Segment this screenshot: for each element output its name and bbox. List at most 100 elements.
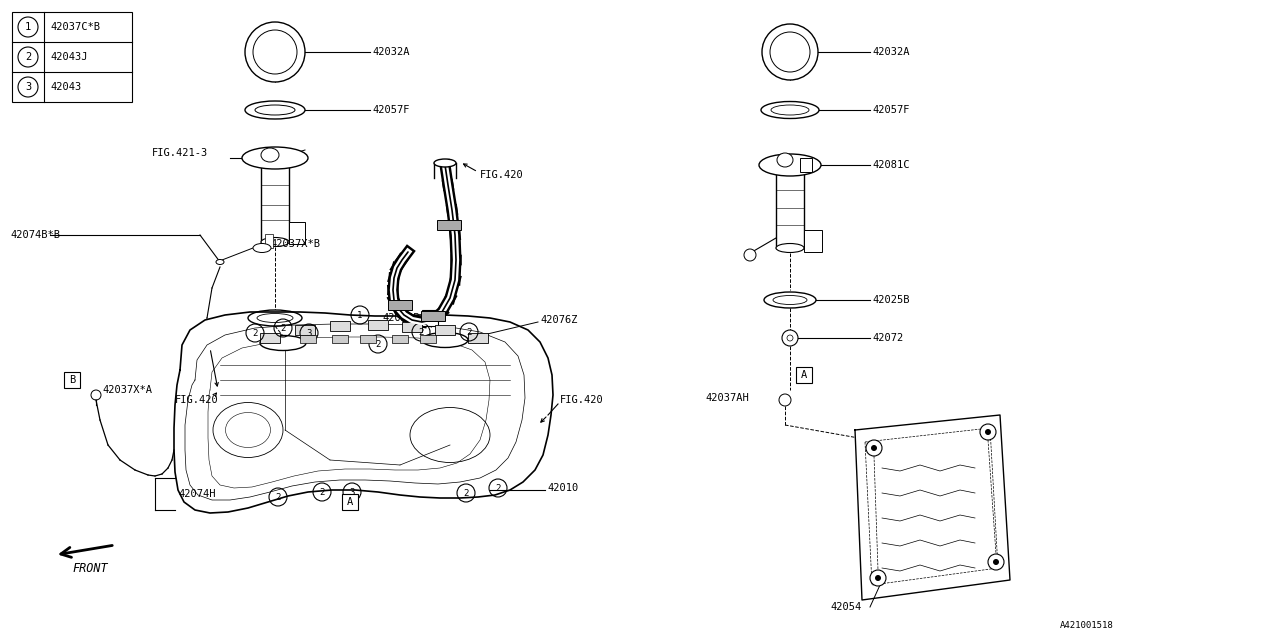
Ellipse shape	[216, 259, 224, 264]
Ellipse shape	[242, 147, 308, 169]
Circle shape	[980, 424, 996, 440]
Bar	[804, 230, 822, 252]
Bar	[800, 158, 812, 172]
Circle shape	[870, 445, 877, 451]
Bar	[392, 335, 408, 343]
Ellipse shape	[244, 101, 305, 119]
Bar	[796, 367, 812, 383]
Circle shape	[744, 249, 756, 261]
Circle shape	[986, 429, 991, 435]
Text: A: A	[801, 370, 808, 380]
Ellipse shape	[777, 153, 794, 167]
Text: 42074B*B: 42074B*B	[10, 230, 60, 240]
Text: FIG.421-3: FIG.421-3	[152, 148, 209, 158]
Text: A421001518: A421001518	[1060, 621, 1114, 630]
Bar	[422, 310, 438, 326]
Text: FRONT: FRONT	[72, 561, 108, 575]
Bar	[420, 335, 436, 343]
Text: 1: 1	[357, 310, 362, 319]
Text: 2: 2	[252, 328, 257, 337]
Ellipse shape	[759, 154, 820, 176]
Text: 1: 1	[24, 22, 31, 32]
Circle shape	[782, 330, 797, 346]
Ellipse shape	[771, 105, 809, 115]
Text: FIG.420: FIG.420	[175, 395, 219, 405]
Text: 2: 2	[463, 488, 468, 497]
Bar	[402, 322, 422, 332]
Ellipse shape	[434, 159, 456, 167]
Ellipse shape	[255, 105, 294, 115]
Text: 2: 2	[495, 483, 500, 493]
Bar	[332, 335, 348, 343]
Circle shape	[870, 570, 886, 586]
Text: 3: 3	[349, 488, 355, 497]
Bar	[369, 320, 388, 330]
Text: 2: 2	[419, 328, 424, 337]
Text: 42057F: 42057F	[872, 105, 910, 115]
Bar	[468, 333, 488, 343]
Text: B: B	[69, 375, 76, 385]
Circle shape	[993, 559, 998, 565]
Circle shape	[244, 22, 305, 82]
Text: 42032A: 42032A	[372, 47, 410, 57]
Circle shape	[762, 24, 818, 80]
Circle shape	[780, 394, 791, 406]
Ellipse shape	[764, 292, 817, 308]
Bar	[330, 321, 349, 331]
Bar	[289, 222, 305, 244]
Text: 42010: 42010	[547, 483, 579, 493]
Text: 42074H: 42074H	[178, 489, 215, 499]
Text: B: B	[426, 313, 433, 323]
Text: 42057F: 42057F	[372, 105, 410, 115]
Circle shape	[867, 440, 882, 456]
Ellipse shape	[260, 335, 306, 351]
Bar	[260, 333, 280, 343]
Ellipse shape	[776, 243, 804, 253]
Bar	[436, 220, 461, 230]
Bar	[342, 494, 358, 510]
Ellipse shape	[773, 296, 806, 305]
Text: 42025B: 42025B	[381, 313, 420, 323]
Text: 42032A: 42032A	[872, 47, 910, 57]
Bar	[12, 12, 132, 102]
Text: 42076Z: 42076Z	[540, 315, 577, 325]
Text: 2: 2	[319, 488, 325, 497]
Bar	[388, 300, 412, 310]
Text: 42081C: 42081C	[872, 160, 910, 170]
Ellipse shape	[261, 148, 279, 162]
Bar	[294, 325, 315, 335]
Text: A: A	[347, 497, 353, 507]
Bar	[421, 311, 445, 321]
Bar	[64, 372, 81, 388]
Ellipse shape	[248, 310, 302, 326]
Bar	[360, 335, 376, 343]
Text: 42037AH: 42037AH	[705, 393, 749, 403]
Text: 42072: 42072	[872, 333, 904, 343]
Text: 42025B: 42025B	[872, 295, 910, 305]
Polygon shape	[855, 415, 1010, 600]
Text: 42043J: 42043J	[50, 52, 87, 62]
Bar	[265, 234, 273, 248]
Polygon shape	[174, 312, 553, 513]
Text: 42037C*B: 42037C*B	[50, 22, 100, 32]
Circle shape	[988, 554, 1004, 570]
Text: 3: 3	[24, 82, 31, 92]
Bar	[435, 325, 454, 335]
Ellipse shape	[257, 314, 293, 323]
Ellipse shape	[762, 102, 819, 118]
Ellipse shape	[261, 237, 289, 246]
Circle shape	[876, 575, 881, 581]
Text: FIG.420: FIG.420	[561, 395, 604, 405]
Ellipse shape	[253, 243, 271, 253]
Bar	[300, 335, 316, 343]
Text: 42054: 42054	[829, 602, 861, 612]
Text: 2: 2	[280, 323, 285, 333]
Text: 2: 2	[375, 339, 380, 349]
Ellipse shape	[422, 333, 468, 348]
Text: 42037X*A: 42037X*A	[102, 385, 152, 395]
Text: FIG.420: FIG.420	[480, 170, 524, 180]
Text: 2: 2	[466, 328, 472, 337]
Text: 2: 2	[24, 52, 31, 62]
Text: 3: 3	[306, 328, 312, 337]
Text: 42043: 42043	[50, 82, 81, 92]
